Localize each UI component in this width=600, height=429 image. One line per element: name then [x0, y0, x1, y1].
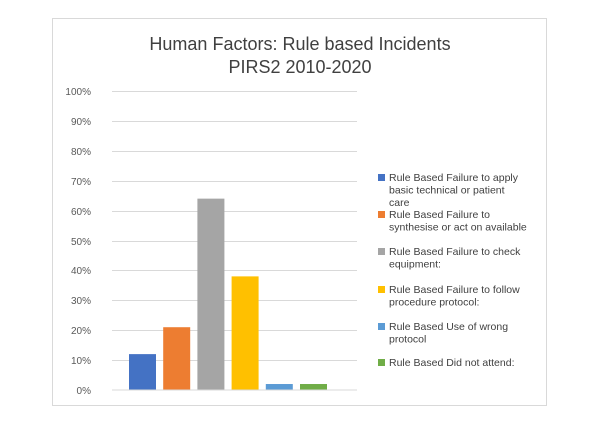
legend-label: Rule Based Failure to follow procedure pr…	[389, 284, 520, 309]
y-tick-label: 30%	[71, 296, 91, 307]
y-axis-ticks: 0% 10% 20% 30% 40% 50% 60% 70% 80% 90% 100%	[65, 87, 91, 397]
bar	[197, 198, 225, 390]
chart-subtitle: PIRS2 2010-2020	[228, 57, 371, 77]
y-tick-label: 20%	[71, 326, 91, 337]
legend-swatch	[378, 174, 385, 181]
legend-swatch	[378, 286, 385, 293]
legend-swatch	[378, 323, 385, 330]
legend: Rule Based Failure to apply basic technic…	[378, 172, 527, 369]
y-tick-label: 40%	[71, 266, 91, 277]
bar	[265, 384, 293, 390]
chart-title: Human Factors: Rule based Incidents	[149, 34, 450, 54]
legend-label: Rule Based Use of wrong protocol	[389, 321, 508, 346]
bar	[129, 354, 156, 390]
legend-swatch	[378, 359, 385, 366]
y-tick-label: 10%	[71, 356, 91, 367]
y-tick-label: 50%	[71, 237, 91, 248]
y-tick-label: 0%	[77, 386, 92, 397]
legend-swatch	[378, 211, 385, 218]
y-tick-label: 70%	[71, 177, 91, 188]
legend-swatch	[378, 248, 385, 255]
y-tick-label: 100%	[65, 87, 91, 98]
y-tick-label: 90%	[71, 117, 91, 128]
bars	[129, 198, 327, 390]
bar	[300, 384, 327, 390]
legend-label: Rule Based Failure to apply basic technic…	[389, 172, 519, 209]
y-tick-label: 60%	[71, 207, 91, 218]
y-tick-label: 80%	[71, 147, 91, 158]
legend-label: Rule Based Failure to synthesise or act o…	[389, 209, 527, 234]
legend-label: Rule Based Failure to check equipment:	[389, 246, 521, 271]
legend-label: Rule Based Did not attend:	[389, 357, 515, 369]
bar	[163, 327, 191, 390]
bar	[231, 276, 259, 390]
